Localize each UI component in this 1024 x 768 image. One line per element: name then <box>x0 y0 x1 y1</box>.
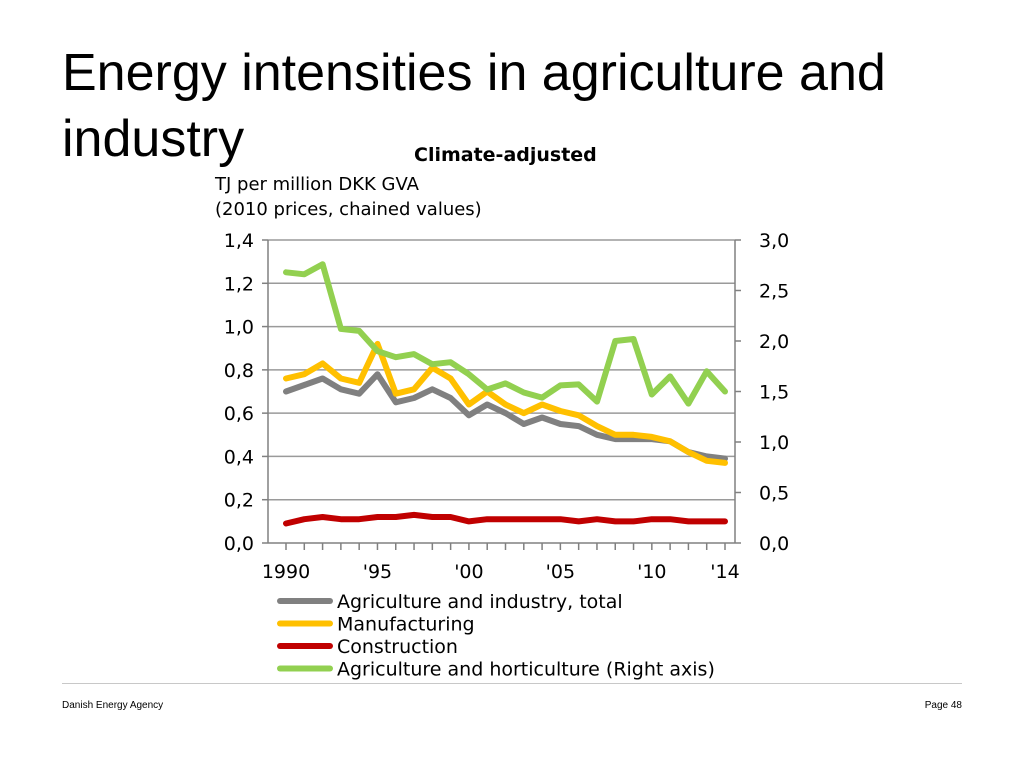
page-number: Page 48 <box>924 700 962 711</box>
y-right-tick-label: 2,0 <box>759 331 789 353</box>
y-left-tick-label: 1,4 <box>224 230 254 252</box>
y-left-tick-label: 0,0 <box>224 533 254 555</box>
x-tick-label: '00 <box>454 561 483 583</box>
y-left-tick-label: 0,4 <box>224 446 254 468</box>
x-tick-label: 1990 <box>262 561 310 583</box>
y-left-tick-label: 0,8 <box>224 360 254 382</box>
x-tick-label: '10 <box>637 561 666 583</box>
legend-label-1: Manufacturing <box>337 614 475 636</box>
y-axis-label-line-2: (2010 prices, chained values) <box>215 199 482 220</box>
page-title: Energy intensities in agriculture and in… <box>62 44 886 168</box>
legend-label-3: Agriculture and horticulture (Right axis… <box>337 659 715 681</box>
y-left-tick-label: 1,0 <box>224 317 254 339</box>
y-right-tick-label: 1,5 <box>759 382 789 404</box>
x-tick-label: '14 <box>710 561 739 583</box>
y-right-tick-label: 2,5 <box>759 281 789 303</box>
y-right-tick-label: 1,0 <box>759 432 789 454</box>
footer-divider <box>62 683 962 684</box>
series-line-3 <box>283 261 728 407</box>
x-tick-label: '95 <box>363 561 392 583</box>
y-left-tick-label: 1,2 <box>224 273 254 295</box>
chart-title: Climate-adjusted <box>414 144 597 166</box>
y-right-tick-label: 3,0 <box>759 230 789 252</box>
y-left-tick-label: 0,2 <box>224 490 254 512</box>
footer-source: Danish Energy Agency <box>62 700 164 711</box>
x-tick-label: '05 <box>546 561 575 583</box>
line-chart: 0,0 0,2 0,4 0,6 0,8 1,0 1,2 1,4 0,0 0,5 1,0 1,5 2,0 2… <box>224 230 789 681</box>
y-right-tick-label: 0,5 <box>759 483 789 505</box>
legend-label-0: Agriculture and industry, total <box>337 591 623 613</box>
y-axis-label: TJ per million DKK GVA (2010 prices, cha… <box>215 172 482 222</box>
y-left-tick-label: 0,6 <box>224 403 254 425</box>
y-axis-label-line-1: TJ per million DKK GVA <box>215 174 419 195</box>
series-line-1 <box>283 340 728 466</box>
series-line-2 <box>283 511 728 527</box>
y-right-tick-label: 0,0 <box>759 533 789 555</box>
legend-label-2: Construction <box>337 636 458 658</box>
